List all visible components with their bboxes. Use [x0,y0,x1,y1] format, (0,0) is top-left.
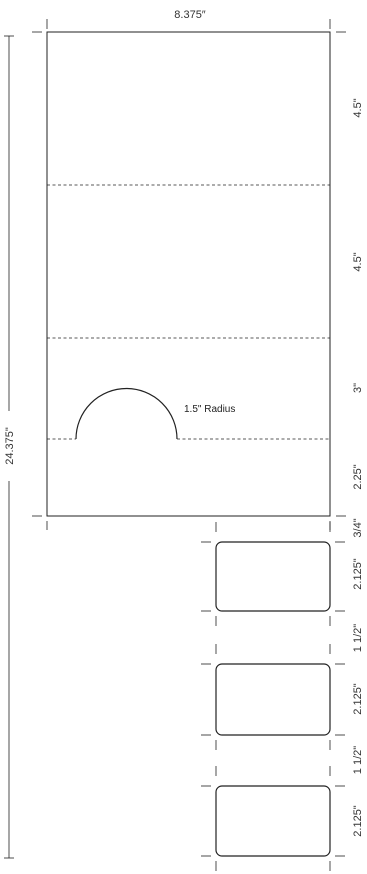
card-1-gap-label: 1 1/2" [352,624,364,652]
card-3 [215,785,331,857]
section-2-height-label: 4.5" [352,252,364,271]
card-1 [215,541,331,612]
section-3-height-label: 3" [352,383,364,393]
card-2-gap-label: 1 1/2" [352,746,364,774]
main-sheet [46,31,331,517]
radius-cutout [75,387,178,440]
card-3-crop-marks [201,766,345,871]
card-1-crop-marks [201,522,345,626]
width-label: 8.375″ [174,9,206,21]
sheet-crop-marks [32,19,346,530]
radius-note: 1.5" Radius [184,404,235,415]
card-2-crop-marks [201,644,345,750]
card-2-height-label: 2.125" [352,683,364,715]
total-height-label: 24.375" [4,427,16,465]
section-4-height-label: 2.25" [352,464,364,489]
card-1-height-label: 2.125" [352,558,364,590]
card-3-height-label: 2.125" [352,805,364,837]
total-height-dimension [4,35,14,859]
gap-label: 3/4" [352,518,364,537]
card-2 [215,663,331,736]
section-1-height-label: 4.5" [352,98,364,117]
